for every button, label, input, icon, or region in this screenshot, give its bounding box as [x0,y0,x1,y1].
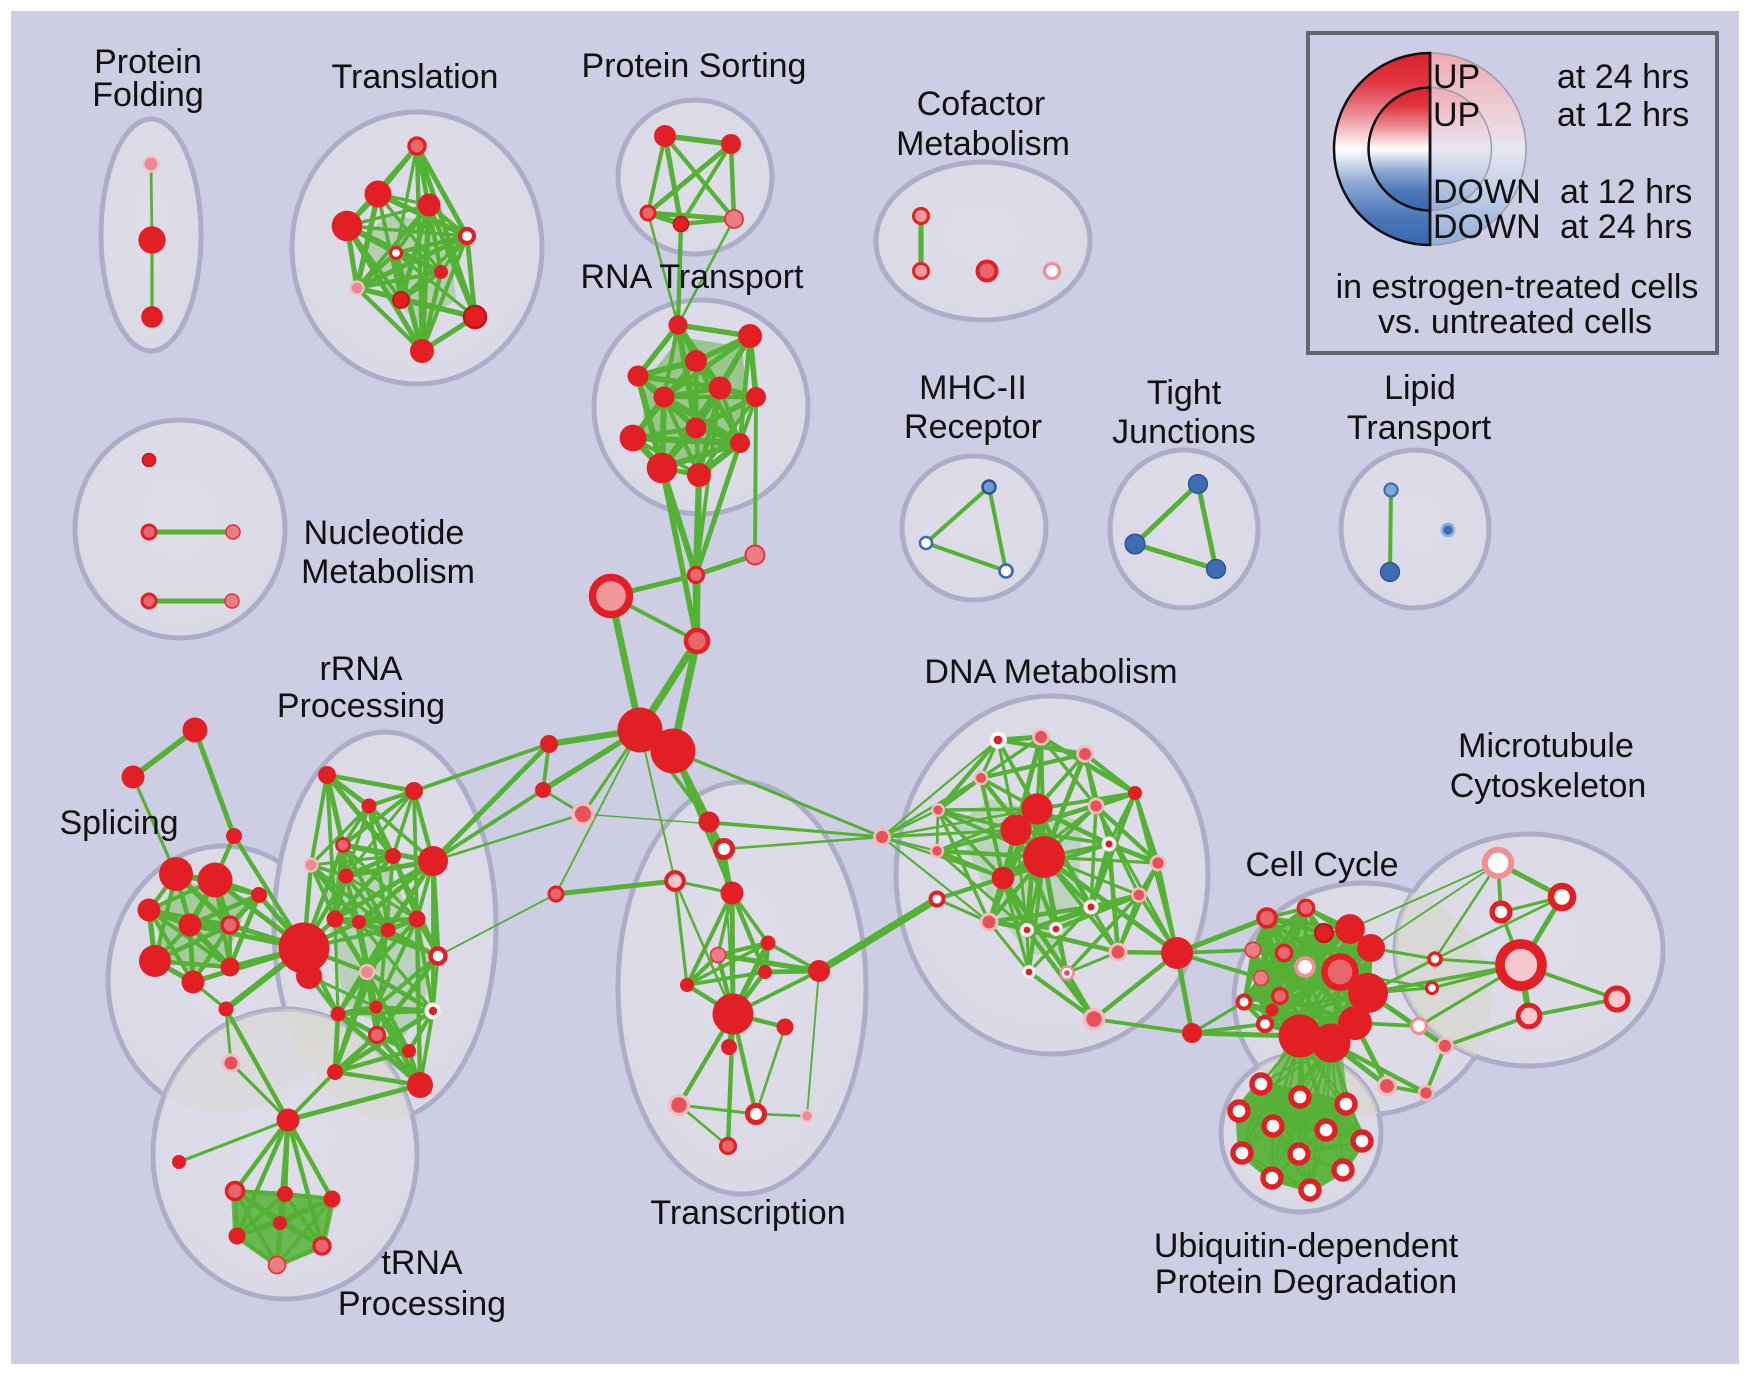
svg-text:Transcription: Transcription [650,1194,845,1232]
svg-text:Folding: Folding [92,76,204,114]
svg-text:RNA Transport: RNA Transport [581,258,805,296]
svg-text:Nucleotide: Nucleotide [304,514,465,552]
svg-text:Junctions: Junctions [1112,413,1256,451]
svg-text:tRNA: tRNA [381,1244,463,1282]
svg-text:Processing: Processing [338,1285,506,1323]
svg-text:in estrogen-treated cells: in estrogen-treated cells [1336,268,1699,306]
svg-text:Translation: Translation [332,58,499,96]
svg-text:DOWN: DOWN [1433,173,1541,211]
svg-text:MHC-II: MHC-II [919,369,1027,407]
svg-text:Tight: Tight [1147,374,1222,412]
svg-text:vs. untreated cells: vs. untreated cells [1378,303,1652,341]
svg-text:at 12 hrs: at 12 hrs [1560,173,1692,211]
svg-text:Splicing: Splicing [59,804,178,842]
svg-text:at 24 hrs: at 24 hrs [1560,208,1692,246]
svg-text:Protein Degradation: Protein Degradation [1155,1263,1457,1301]
svg-text:at 12 hrs: at 12 hrs [1557,96,1689,134]
svg-text:Processing: Processing [277,687,445,725]
svg-text:Metabolism: Metabolism [301,553,475,591]
svg-text:Cell Cycle: Cell Cycle [1245,846,1398,884]
svg-text:Protein: Protein [94,43,202,81]
svg-text:UP: UP [1433,58,1480,96]
svg-text:DOWN: DOWN [1433,208,1541,246]
svg-text:Ubiquitin-dependent: Ubiquitin-dependent [1154,1227,1459,1265]
svg-text:Protein Sorting: Protein Sorting [582,47,807,85]
svg-text:UP: UP [1433,96,1480,134]
svg-text:Lipid: Lipid [1384,369,1456,407]
svg-text:Microtubule: Microtubule [1458,727,1634,765]
svg-text:Metabolism: Metabolism [896,125,1070,163]
svg-text:DNA Metabolism: DNA Metabolism [924,653,1177,691]
svg-text:Transport: Transport [1347,409,1492,447]
svg-text:Cofactor: Cofactor [917,85,1046,123]
svg-text:Receptor: Receptor [904,408,1042,446]
svg-text:Cytoskeleton: Cytoskeleton [1450,767,1647,805]
svg-text:rRNA: rRNA [319,650,402,688]
svg-text:at 24 hrs: at 24 hrs [1557,58,1689,96]
